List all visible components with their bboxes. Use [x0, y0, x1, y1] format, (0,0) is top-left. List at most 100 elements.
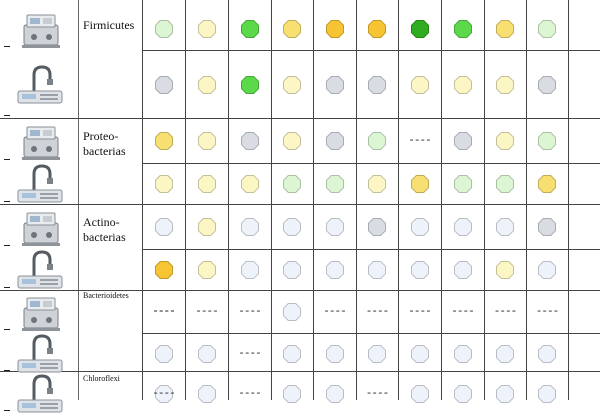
octagon-marker — [283, 261, 301, 279]
heat-cell — [441, 8, 484, 50]
heat-cell — [526, 163, 568, 205]
heat-cell — [526, 249, 568, 291]
heat-cell: ---- — [398, 291, 441, 333]
octagon-marker — [453, 218, 472, 236]
heat-cell: ---- — [142, 291, 185, 333]
octagon-marker — [240, 218, 259, 236]
lab-machine-icon — [4, 7, 76, 51]
octagon-marker — [368, 344, 386, 363]
taxon-label: Proteo- bacterias — [83, 129, 126, 158]
missing-value: ---- — [238, 388, 261, 400]
heat-cell — [441, 333, 484, 374]
heat-cell: ---- — [526, 291, 568, 333]
group-divider — [0, 118, 600, 119]
octagon-marker — [325, 261, 344, 279]
heat-cell — [398, 205, 441, 249]
octagon-marker — [197, 20, 216, 38]
octagon-marker — [283, 20, 301, 38]
octagon-marker — [410, 385, 429, 403]
sampler-device-icon — [4, 248, 76, 292]
row-marker — [4, 287, 10, 288]
row-marker — [4, 115, 10, 116]
octagon-marker — [410, 20, 429, 38]
octagon-marker — [496, 344, 514, 363]
heat-cell — [356, 163, 398, 205]
group-divider — [0, 290, 600, 291]
heat-cell — [142, 50, 185, 119]
heat-cell — [271, 205, 313, 249]
missing-value: ---- — [323, 306, 346, 318]
heat-cell — [441, 119, 484, 163]
column-divider — [313, 0, 314, 400]
octagon-marker — [538, 344, 556, 363]
lab-machine-icon — [4, 119, 76, 163]
missing-value: ---- — [238, 306, 261, 318]
column-divider — [271, 0, 272, 400]
octagon-marker — [283, 175, 301, 193]
missing-value: ---- — [535, 306, 559, 318]
taxon-label: Firmicutes — [83, 18, 135, 32]
heat-cell — [526, 374, 568, 414]
heat-cell — [484, 8, 526, 50]
lab-machine-icon — [22, 14, 60, 48]
heat-cell — [526, 50, 568, 119]
row-marker — [4, 410, 10, 411]
heat-cell: ---- — [142, 291, 185, 333]
octagon-marker — [368, 175, 386, 193]
octagon-marker — [453, 261, 472, 279]
heat-cell — [398, 50, 441, 119]
octagon-marker — [283, 344, 301, 363]
heat-cell — [185, 50, 228, 119]
octagon-marker — [325, 75, 344, 94]
heat-cell — [228, 205, 271, 249]
missing-value: ---- — [152, 306, 175, 318]
octagon-marker — [496, 75, 514, 94]
missing-value: ---- — [365, 388, 389, 400]
heat-cell — [271, 249, 313, 291]
octagon-marker — [197, 175, 216, 193]
octagon-marker — [197, 132, 216, 150]
octagon-marker — [538, 75, 556, 94]
octagon-marker — [240, 132, 259, 150]
octagon-marker — [154, 344, 173, 363]
heat-cell — [398, 8, 441, 50]
octagon-marker — [283, 75, 301, 94]
sampler-device-icon — [4, 162, 76, 206]
missing-value: ---- — [408, 135, 431, 147]
octagon-marker — [325, 218, 344, 236]
sampler-device-icon — [4, 372, 76, 416]
octagon-marker — [453, 175, 472, 193]
heat-cell — [228, 119, 271, 163]
heat-cell — [356, 249, 398, 291]
heat-cell — [185, 8, 228, 50]
heat-cell — [142, 249, 185, 291]
octagon-marker — [154, 261, 173, 279]
octagon-marker — [154, 132, 173, 150]
octagon-marker — [496, 218, 514, 236]
heat-cell — [313, 119, 356, 163]
octagon-marker — [538, 132, 556, 150]
lab-machine-icon — [22, 126, 60, 160]
heat-cell — [441, 205, 484, 249]
octagon-marker — [325, 385, 344, 403]
octagon-marker — [410, 175, 429, 193]
octagon-marker — [538, 20, 556, 38]
octagon-marker — [154, 218, 173, 236]
octagon-marker — [154, 175, 173, 193]
group-divider — [0, 204, 600, 205]
octagon-marker — [410, 344, 429, 363]
sampler-device-icon — [17, 164, 63, 203]
sampler-device-icon — [4, 332, 76, 376]
heat-cell — [526, 8, 568, 50]
octagon-marker — [496, 261, 514, 279]
heat-cell — [356, 50, 398, 119]
octagon-marker — [325, 344, 344, 363]
heat-cell: ---- — [185, 291, 228, 333]
heat-cell — [526, 333, 568, 374]
sampler-device-icon — [17, 64, 63, 103]
octagon-marker — [197, 385, 216, 403]
group-divider — [0, 371, 600, 372]
octagon-marker — [453, 344, 472, 363]
column-divider — [142, 0, 143, 400]
heat-cell — [398, 249, 441, 291]
